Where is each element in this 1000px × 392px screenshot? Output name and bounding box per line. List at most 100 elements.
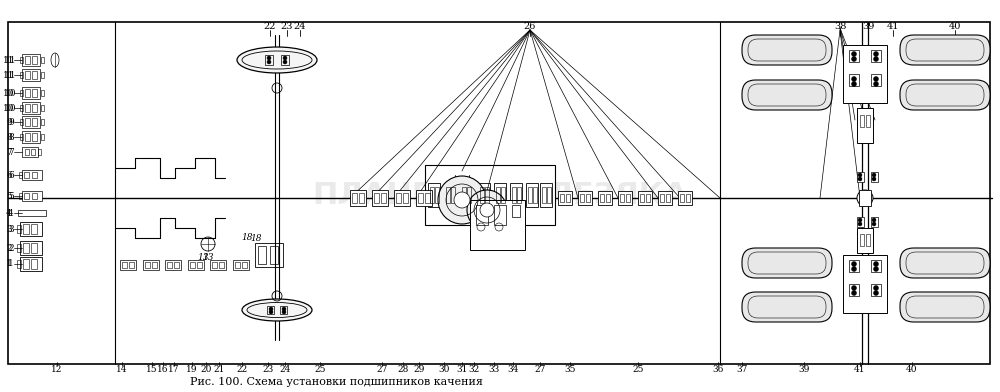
Bar: [394, 190, 410, 206]
Bar: [24, 172, 29, 178]
Text: 25: 25: [632, 365, 644, 374]
Text: 17: 17: [168, 365, 180, 374]
FancyBboxPatch shape: [906, 39, 984, 61]
Text: 3: 3: [6, 225, 12, 234]
Text: 2: 2: [8, 243, 14, 252]
Circle shape: [283, 56, 287, 60]
Bar: [849, 50, 859, 62]
Bar: [32, 104, 37, 112]
Text: 7: 7: [6, 147, 12, 156]
Text: Рис. 100. Схема установки подшипников качения: Рис. 100. Схема установки подшипников ка…: [190, 377, 483, 387]
Bar: [31, 259, 37, 269]
Bar: [41, 105, 44, 111]
Bar: [640, 194, 644, 202]
Text: 28: 28: [397, 365, 409, 374]
Bar: [25, 89, 30, 97]
Bar: [451, 187, 455, 203]
Circle shape: [269, 307, 273, 311]
Bar: [122, 262, 127, 268]
Bar: [20, 222, 42, 236]
Bar: [31, 243, 37, 253]
FancyBboxPatch shape: [742, 292, 832, 322]
Bar: [17, 244, 21, 252]
Bar: [871, 217, 878, 227]
Text: 25: 25: [314, 365, 326, 374]
Bar: [41, 119, 44, 125]
Circle shape: [852, 82, 856, 87]
Bar: [374, 193, 379, 203]
Bar: [686, 194, 690, 202]
Bar: [22, 102, 40, 114]
Circle shape: [874, 267, 879, 272]
Bar: [129, 262, 134, 268]
Bar: [866, 234, 870, 246]
Text: 38: 38: [834, 22, 846, 31]
Text: 1: 1: [8, 260, 14, 269]
Bar: [20, 105, 23, 111]
Bar: [32, 118, 37, 126]
Bar: [32, 133, 37, 141]
Text: 27: 27: [534, 365, 546, 374]
Circle shape: [282, 310, 286, 314]
Circle shape: [858, 177, 862, 181]
Bar: [598, 191, 612, 205]
Bar: [188, 260, 204, 270]
FancyBboxPatch shape: [742, 35, 832, 65]
Bar: [857, 228, 873, 253]
Text: 11: 11: [5, 71, 17, 80]
Bar: [41, 72, 44, 78]
Circle shape: [467, 190, 507, 230]
FancyBboxPatch shape: [742, 80, 832, 110]
Circle shape: [874, 82, 879, 87]
Circle shape: [852, 267, 856, 272]
Text: 8: 8: [6, 132, 12, 142]
Text: 29: 29: [413, 365, 425, 374]
Bar: [23, 243, 29, 253]
Bar: [496, 187, 500, 203]
Bar: [860, 234, 864, 246]
Text: 19: 19: [186, 365, 198, 374]
Text: 40: 40: [906, 365, 918, 374]
FancyBboxPatch shape: [906, 84, 984, 106]
Bar: [32, 89, 37, 97]
Bar: [470, 200, 525, 250]
Bar: [372, 190, 388, 206]
Circle shape: [852, 56, 856, 62]
Text: 9: 9: [8, 118, 14, 127]
Bar: [478, 183, 490, 207]
Circle shape: [852, 51, 856, 56]
Text: 4: 4: [8, 209, 14, 218]
Bar: [533, 187, 537, 203]
Bar: [849, 74, 859, 86]
Bar: [22, 170, 42, 180]
Circle shape: [267, 56, 271, 60]
Bar: [20, 257, 42, 271]
Bar: [618, 191, 632, 205]
Bar: [25, 71, 30, 79]
Text: 11: 11: [3, 56, 15, 65]
Bar: [528, 187, 532, 203]
Bar: [25, 133, 30, 141]
Text: 1: 1: [6, 260, 12, 269]
Bar: [396, 193, 401, 203]
Bar: [660, 194, 664, 202]
Text: 13: 13: [197, 254, 209, 263]
Text: 10: 10: [3, 89, 15, 98]
Text: 39: 39: [798, 365, 810, 374]
Bar: [41, 134, 44, 140]
Bar: [174, 262, 179, 268]
Text: 5: 5: [8, 192, 14, 200]
Bar: [359, 193, 364, 203]
Text: 10: 10: [5, 89, 17, 98]
Bar: [542, 187, 546, 203]
Bar: [212, 262, 217, 268]
Bar: [871, 260, 881, 272]
Bar: [350, 190, 366, 206]
Ellipse shape: [242, 299, 312, 321]
Bar: [32, 71, 37, 79]
Circle shape: [874, 285, 879, 290]
Bar: [38, 149, 41, 155]
Bar: [849, 284, 859, 296]
Text: 27: 27: [376, 365, 388, 374]
Text: 18: 18: [241, 232, 253, 241]
